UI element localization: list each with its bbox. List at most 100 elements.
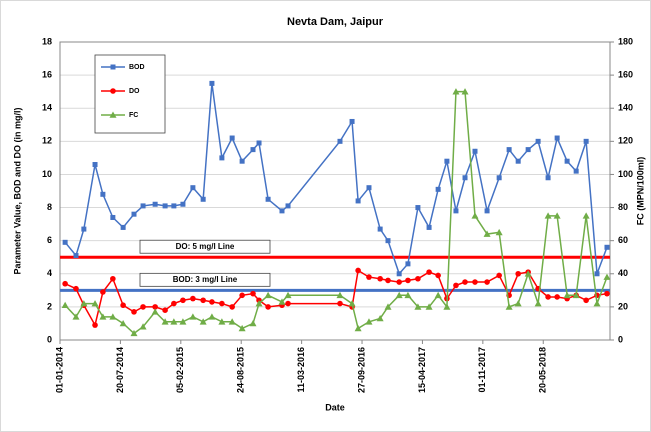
marker [385,238,391,244]
marker [573,168,579,174]
marker [453,282,459,289]
marker [162,307,168,314]
marker [190,185,196,191]
marker [395,291,403,299]
y2-tick-label: 0 [618,334,623,344]
marker [483,230,491,237]
marker [218,318,226,325]
marker [120,224,126,230]
x-tick-label: 11-03-2016 [296,347,306,393]
marker [119,319,127,327]
marker [426,224,432,230]
marker [219,155,225,161]
marker [604,290,610,297]
y2-tick-label: 100 [618,169,633,179]
marker [553,212,561,219]
marker [355,198,361,204]
marker [471,212,479,219]
marker [140,203,146,209]
marker [496,272,502,279]
marker [365,318,373,325]
marker [208,313,216,320]
marker [151,308,159,315]
marker [250,147,256,153]
marker [593,300,601,307]
marker [284,291,292,299]
marker [472,148,478,154]
x-tick-label: 01-01-2014 [54,347,64,393]
marker [355,267,361,274]
legend-label: BOD [129,64,145,71]
y2-tick-label: 40 [618,268,628,278]
marker [535,138,541,144]
marker [179,318,187,325]
y2-axis-label: FC (MPN/100ml) [635,157,645,226]
marker [554,135,560,141]
y-tick-label: 2 [47,301,52,311]
marker [228,318,236,325]
marker [384,303,392,310]
marker [425,303,433,310]
marker [189,313,197,320]
marker [435,186,441,192]
marker [349,118,355,124]
marker [110,88,116,94]
series-line [64,83,608,276]
y-tick-label: 16 [42,69,52,79]
marker [250,290,256,297]
marker [162,203,168,209]
y2-tick-label: 60 [618,235,628,245]
marker [61,301,69,309]
marker [582,212,590,219]
series-line [64,90,608,335]
marker [265,304,271,310]
legend-label: DO [129,88,140,95]
marker [377,226,383,232]
marker [545,175,551,181]
marker [109,111,117,118]
marker [62,280,68,287]
marker [171,300,177,307]
marker [545,294,551,300]
y2-tick-label: 120 [618,136,633,146]
marker [171,203,177,209]
marker [219,300,225,307]
marker [110,275,116,282]
marker [515,158,521,164]
marker [249,319,257,327]
marker [200,297,206,304]
y-tick-label: 18 [42,36,52,46]
marker [515,270,521,277]
marker [200,196,206,202]
marker [524,270,532,277]
marker [348,300,356,307]
marker [161,318,169,325]
y2-tick-label: 180 [618,36,633,46]
marker [396,271,402,277]
x-tick-label: 24-08-2015 [236,347,246,393]
marker [385,277,391,284]
marker [131,309,137,315]
marker [109,313,117,320]
marker [415,205,421,211]
marker [603,273,611,280]
marker [337,138,343,144]
marker [461,88,469,95]
marker [554,294,560,300]
marker [594,271,600,277]
marker [170,318,178,325]
marker [180,201,186,207]
marker [525,147,531,153]
marker [265,196,271,202]
marker [354,324,362,332]
reference-label: BOD: 3 mg/l Line [173,275,238,284]
marker [415,275,421,282]
marker [190,295,196,302]
marker [131,211,137,217]
marker [366,185,372,191]
y2-tick-label: 80 [618,202,628,212]
marker [279,208,285,214]
marker [110,64,116,70]
marker [100,191,106,197]
marker [285,300,291,307]
